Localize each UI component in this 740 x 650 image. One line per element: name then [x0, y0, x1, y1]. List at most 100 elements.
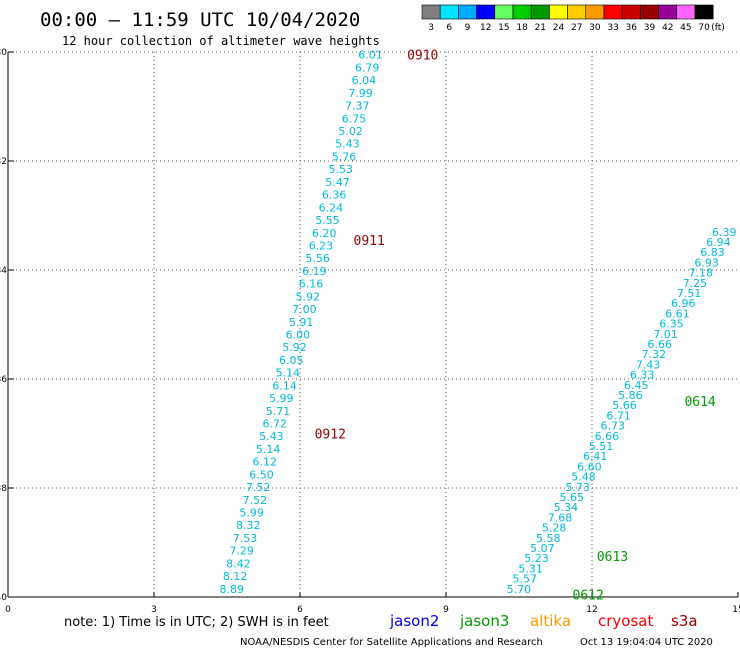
data-label: 5.58: [536, 532, 561, 545]
data-label: 6.71: [606, 409, 631, 422]
data-label: 8.42: [226, 557, 251, 570]
data-label: 7.99: [348, 87, 373, 100]
data-label: 5.48: [571, 471, 596, 484]
x-tick-label: 0: [5, 605, 11, 615]
colorbar-swatch: [494, 4, 514, 20]
colorbar-label: 12: [480, 23, 491, 33]
plot-area: 0 3 6 9 12 15 -30 -32 -34 -36 -38 -40 6.016.796.04…: [0, 48, 740, 615]
x-tick-label: 3: [151, 605, 157, 615]
colorbar-label: 15: [498, 23, 509, 33]
data-label: 5.70: [507, 583, 532, 596]
data-label: 6.60: [577, 460, 602, 473]
data-label: 5.43: [335, 138, 360, 151]
colorbar-swatch: [421, 4, 441, 20]
colorbar-swatch: [603, 4, 623, 20]
x-tick-label: 9: [443, 605, 449, 615]
data-label: 6.23: [309, 239, 334, 252]
data-label: 6.66: [595, 430, 620, 443]
colorbar-label: 70: [698, 23, 710, 33]
data-label: 5.55: [315, 214, 340, 227]
series-s3a: 6.016.796.047.997.376.755.025.435.765.53…: [220, 49, 383, 596]
series-jason3: 6.396.946.836.937.187.257.516.966.616.35…: [507, 226, 737, 596]
satellite-legend-jason2: jason2: [389, 612, 439, 630]
data-label: 6.12: [253, 456, 278, 469]
data-label: 6.66: [647, 338, 672, 351]
data-label: 8.12: [223, 570, 248, 583]
timestamp-text: Oct 13 19:04:04 UTC 2020: [580, 637, 713, 648]
colorbar-label: 24: [553, 23, 565, 33]
data-label: 5.07: [530, 542, 555, 555]
x-tick-label: 6: [297, 605, 303, 615]
data-label: 7.53: [233, 532, 258, 545]
credit-text: NOAA/NESDIS Center for Satellite Applica…: [240, 637, 543, 648]
colorbar-label: 30: [589, 23, 601, 33]
data-label: 6.14: [272, 379, 297, 392]
data-label: 5.34: [554, 501, 579, 514]
data-label: 6.75: [342, 112, 367, 125]
data-label: 5.57: [513, 573, 538, 586]
data-label: 7.01: [653, 328, 678, 341]
footnote: note: 1) Time is in UTC; 2) SWH is in fe…: [64, 615, 329, 630]
data-label: 5.43: [259, 430, 284, 443]
colorbar-label: 6: [446, 23, 452, 33]
data-series: 6.016.796.047.997.376.755.025.435.765.53…: [220, 49, 737, 596]
colorbar-swatch: [476, 4, 496, 20]
data-label: 5.76: [332, 150, 357, 163]
data-label: 6.45: [624, 379, 649, 392]
chart-subtitle: 12 hour collection of altimeter wave hei…: [62, 34, 380, 48]
data-label: 6.50: [249, 468, 274, 481]
x-axis: 0 3 6 9 12 15: [5, 592, 740, 615]
data-label: 5.65: [559, 491, 584, 504]
data-label: 5.14: [256, 443, 281, 456]
colorbar-label: 33: [607, 23, 618, 33]
grid-lines: [7, 51, 738, 598]
data-label: 6.41: [583, 450, 608, 463]
data-label: 6.05: [279, 354, 304, 367]
data-label: 5.99: [239, 507, 264, 520]
satellite-legend-jason3: jason3: [459, 612, 509, 630]
y-tick-label: -36: [0, 375, 7, 385]
data-label: 6.72: [262, 418, 287, 431]
data-label: 5.31: [518, 562, 543, 575]
data-label: 5.92: [295, 290, 320, 303]
data-label: 7.43: [636, 358, 661, 371]
satellite-legend-altika: altika: [530, 612, 571, 630]
data-label: 5.73: [565, 481, 590, 494]
data-label: 5.56: [305, 252, 330, 265]
y-tick-label: -30: [0, 48, 7, 58]
colorbar-swatch: [512, 4, 532, 20]
pass-labels: 0910 0911 0912 0612 0613 0614: [315, 49, 716, 604]
colorbar-swatch: [458, 4, 477, 20]
data-label: 5.47: [325, 176, 350, 189]
satellite-legend-cryosat: cryosat: [598, 612, 653, 630]
colorbar-label: 45: [680, 23, 691, 33]
colorbar-label: 27: [571, 23, 582, 33]
colorbar-unit: (ft): [711, 23, 725, 33]
x-tick-label: 15: [732, 605, 740, 615]
data-label: 6.61: [665, 307, 690, 320]
colorbar-swatch: [439, 4, 459, 20]
satellite-legend-s3a: s3a: [671, 612, 698, 630]
data-label: 7.37: [345, 100, 370, 113]
data-label: 5.53: [329, 163, 354, 176]
data-label: 5.51: [589, 440, 614, 453]
data-label: 5.91: [289, 316, 314, 329]
data-label: 6.19: [302, 265, 327, 278]
data-label: 7.52: [243, 494, 268, 507]
y-tick-label: -38: [0, 484, 7, 494]
colorbar-swatch: [530, 4, 550, 20]
data-label: 6.04: [352, 74, 377, 87]
data-label: 7.25: [683, 277, 708, 290]
data-label: 7.68: [548, 511, 573, 524]
data-label: 6.93: [694, 256, 719, 269]
colorbar-swatch: [694, 4, 714, 20]
data-label: 6.73: [601, 420, 626, 433]
pass-label: 0613: [597, 550, 628, 565]
data-label: 6.79: [355, 61, 380, 74]
data-label: 5.71: [266, 405, 291, 418]
data-label: 6.20: [312, 227, 337, 240]
pass-label: 0912: [315, 428, 346, 443]
data-label: 6.16: [299, 278, 324, 291]
data-label: 7.52: [246, 481, 271, 494]
